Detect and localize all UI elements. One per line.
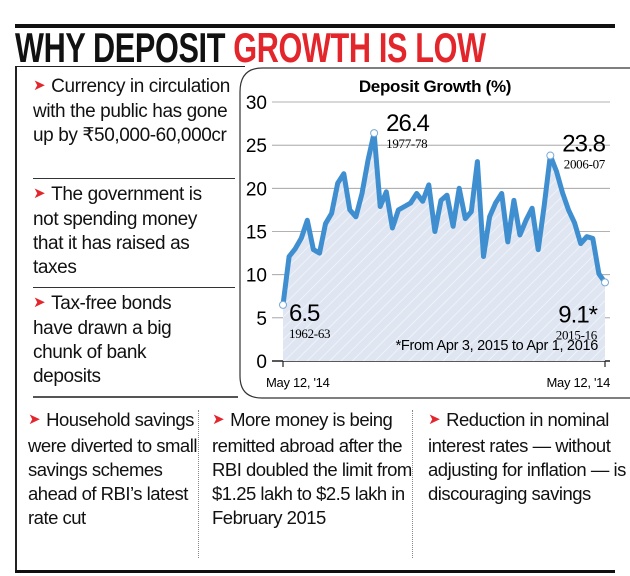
divider <box>33 287 235 288</box>
headline-black: WHY DEPOSIT <box>15 24 234 71</box>
x-tick-label-right: May 12, '14 <box>547 375 611 390</box>
chart-title: Deposit Growth (%) <box>359 77 511 96</box>
top-rule <box>15 24 615 28</box>
annotation-year: 1962-63 <box>289 326 330 341</box>
arrow-bullet-icon: ➤ <box>33 185 46 202</box>
bottom-point-2: ➤ More money is being remitted abroad aft… <box>212 409 412 528</box>
divider <box>33 178 235 179</box>
divider <box>33 396 238 398</box>
data-point-marker <box>370 129 379 138</box>
chart-frame <box>239 67 630 399</box>
annotation-value: 23.8 <box>562 131 605 158</box>
data-point-marker <box>279 300 287 309</box>
y-tick-label: 20 <box>246 179 267 200</box>
frame-bottom-border <box>15 570 615 573</box>
y-tick-label: 30 <box>246 93 267 114</box>
left-point-3: ➤ Tax-free bonds have drawn a big chunk o… <box>33 293 172 387</box>
y-tick-label: 10 <box>246 266 267 287</box>
headline-red: GROWTH IS LOW <box>233 24 486 71</box>
arrow-bullet-icon: ➤ <box>212 411 225 428</box>
annotation-year: 1977-78 <box>386 136 427 151</box>
x-tick-label-left: May 12, '14 <box>266 375 330 390</box>
footnote: *From Apr 3, 2015 to Apr 1, 2016 <box>396 338 599 354</box>
arrow-bullet-icon: ➤ <box>33 294 46 311</box>
arrow-bullet-icon: ➤ <box>28 411 41 428</box>
bottom-point-1: ➤ Household savings were diverted to smal… <box>28 409 197 528</box>
left-point-1: ➤ Currency in circulation with the public… <box>33 76 230 146</box>
y-tick-label: 25 <box>246 136 267 157</box>
frame-left-border <box>15 66 17 572</box>
left-point-2: ➤ The government is not spending money th… <box>33 184 202 278</box>
annotation-value: 26.4 <box>386 110 429 137</box>
y-tick-label: 5 <box>256 309 267 330</box>
annotation-value: 6.5 <box>289 300 320 327</box>
y-tick-label: 0 <box>256 352 267 373</box>
y-tick-label: 15 <box>246 223 267 244</box>
annotation-year: 2006-07 <box>564 157 606 172</box>
headline: WHY DEPOSIT GROWTH IS LOW <box>15 24 486 72</box>
arrow-bullet-icon: ➤ <box>428 411 441 428</box>
column-separator <box>198 410 199 558</box>
bottom-point-3: ➤ Reduction in nominal interest rates — w… <box>428 409 626 504</box>
column-separator <box>412 410 413 558</box>
arrow-bullet-icon: ➤ <box>33 77 46 94</box>
data-point-marker <box>601 278 609 287</box>
frame-top-border <box>15 66 245 67</box>
annotation-value: 9.1* <box>558 301 597 328</box>
annotation-year: 2015-16 <box>556 327 598 342</box>
data-point-marker <box>546 151 555 160</box>
